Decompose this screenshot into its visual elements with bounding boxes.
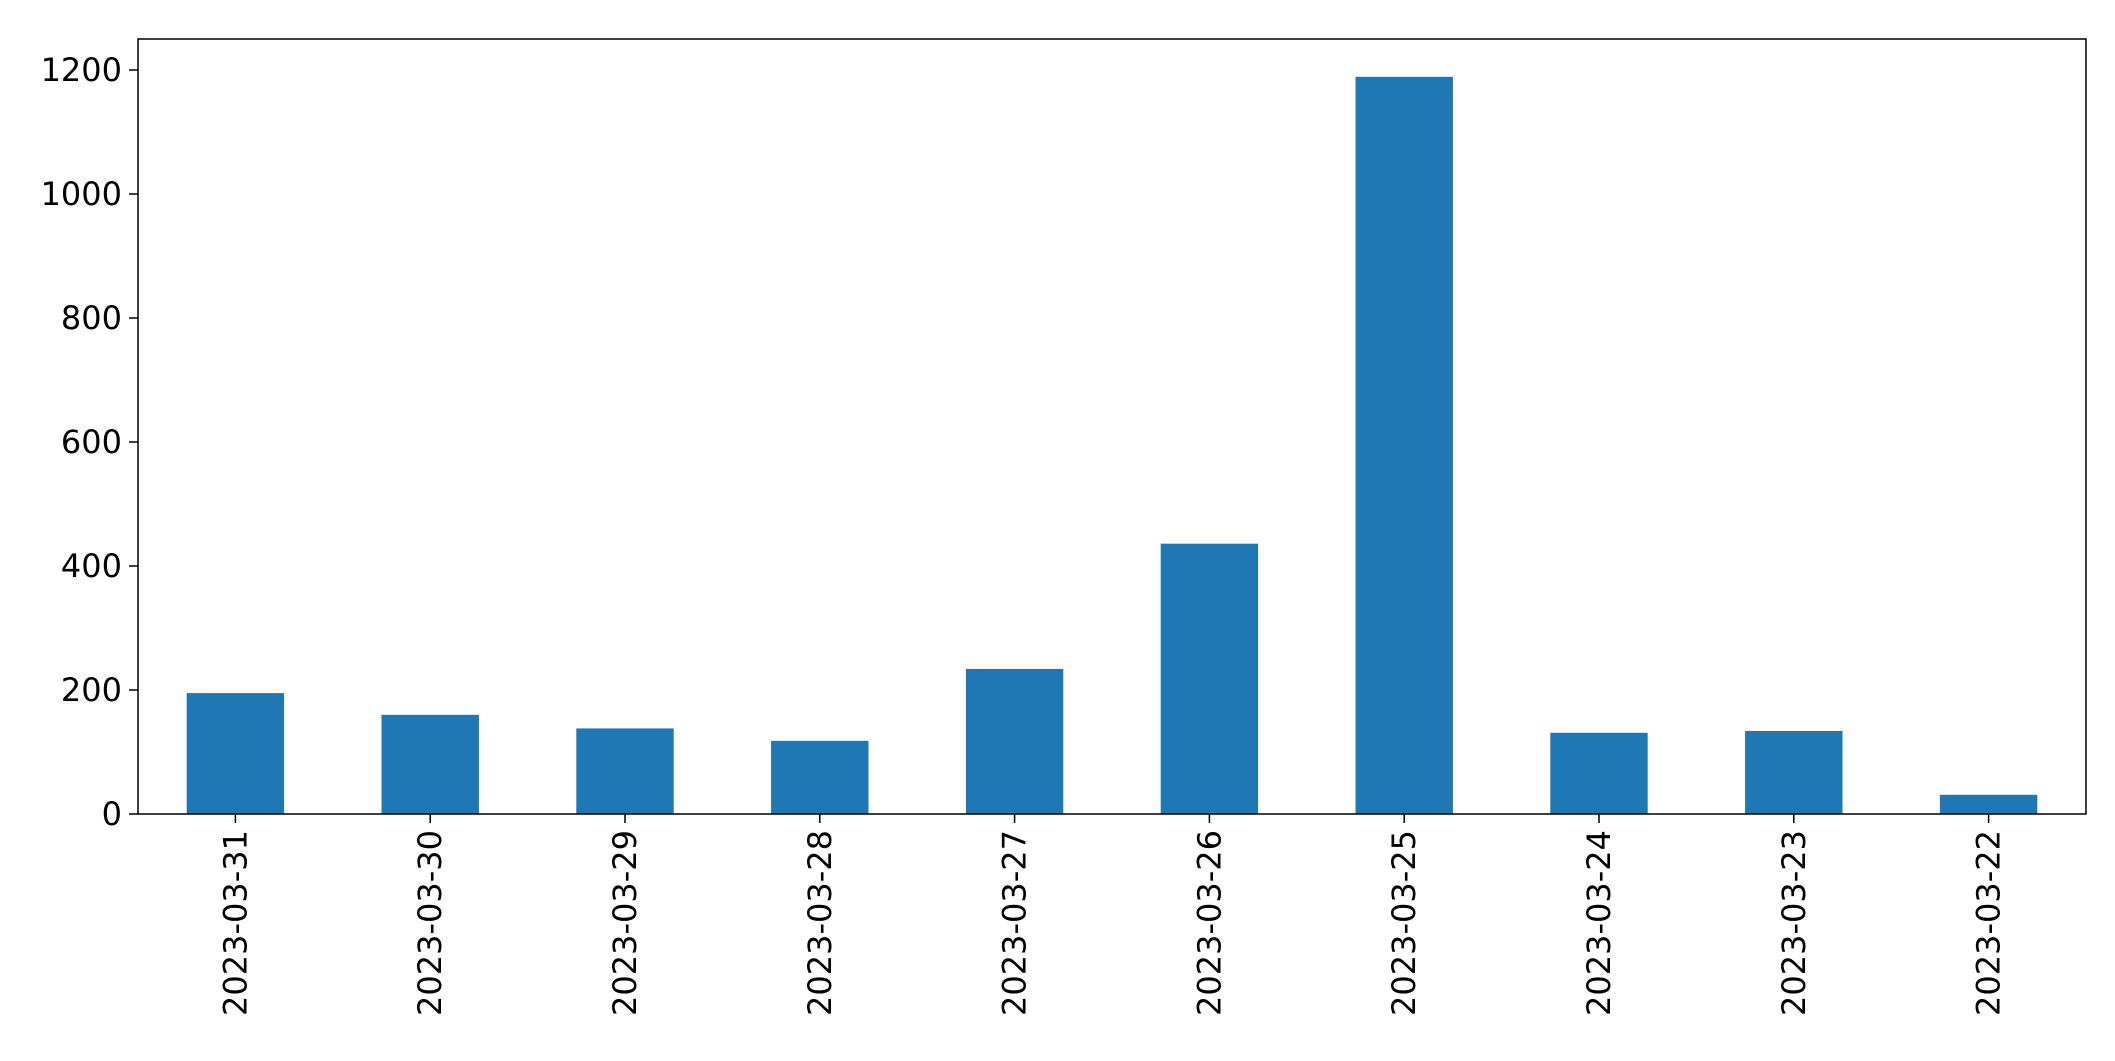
x-tick-label: 2023-03-26 [1190,830,1228,1016]
x-tick-label: 2023-03-28 [801,830,839,1016]
bar [965,668,1064,814]
y-tick-label: 400 [61,547,122,585]
bar [576,728,674,814]
plot-frame [137,38,2087,815]
bar [1745,730,1843,814]
bar [771,740,869,814]
y-tick-label: 600 [61,423,122,461]
x-tick-label: 2023-03-29 [606,830,644,1016]
y-tick-label: 1200 [41,51,122,89]
y-tick-label: 800 [61,299,122,337]
x-tick-label: 2023-03-30 [411,830,449,1016]
x-tick-label: 2023-03-31 [216,830,254,1016]
bar [1355,76,1453,814]
bar [1550,732,1648,814]
y-tick-label: 0 [102,795,122,833]
x-tick-label: 2023-03-25 [1385,830,1423,1016]
y-tick-label: 1000 [41,175,122,213]
bar [381,714,479,814]
bar [186,693,285,814]
y-tick-label: 200 [61,671,122,709]
x-tick-label: 2023-03-22 [1970,830,2008,1016]
bar [1160,543,1259,814]
x-tick-label: 2023-03-24 [1580,830,1618,1016]
x-tick-label: 2023-03-27 [996,830,1034,1016]
x-tick-label: 2023-03-23 [1775,830,1813,1016]
bar [1939,794,2038,814]
